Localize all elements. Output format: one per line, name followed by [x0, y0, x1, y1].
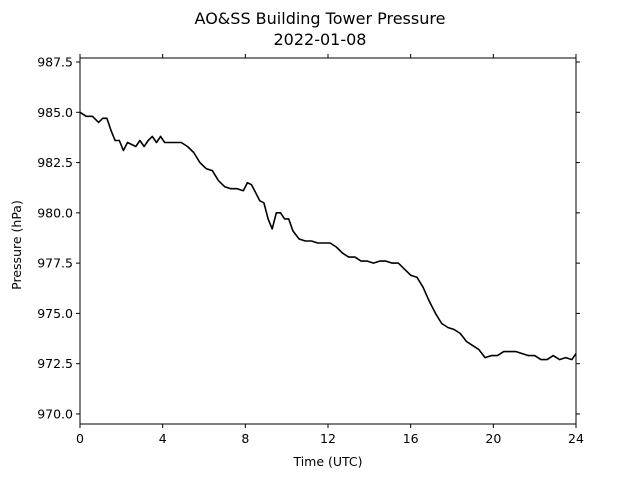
plot-area: 0 4 8 12 16 20 24 970.0 972.5 975.0 977.5 980.0 982.… — [37, 54, 584, 446]
y-tick-label: 982.5 — [37, 155, 73, 170]
y-tick-label: 977.5 — [37, 256, 73, 271]
x-axis-label: Time (UTC) — [292, 454, 362, 469]
chart-subtitle: 2022-01-08 — [274, 30, 367, 49]
pressure-series-line — [79, 111, 577, 361]
x-tick-label: 4 — [159, 431, 167, 446]
y-tick-label: 985.0 — [37, 105, 73, 120]
chart-title: AO&SS Building Tower Pressure — [195, 9, 446, 28]
x-tick-label: 12 — [320, 431, 336, 446]
y-tick-label: 980.0 — [37, 205, 73, 220]
y-tick-label: 975.0 — [37, 306, 73, 321]
x-tick-label: 0 — [76, 431, 84, 446]
y-tick-label: 987.5 — [37, 55, 73, 70]
x-tick-label: 16 — [403, 431, 419, 446]
x-tick-label: 8 — [241, 431, 249, 446]
y-tick-label: 970.0 — [37, 406, 73, 421]
plot-frame — [79, 57, 577, 425]
y-tick-label: 972.5 — [37, 356, 73, 371]
y-axis-label: Pressure (hPa) — [9, 200, 24, 290]
x-tick-label: 24 — [568, 431, 584, 446]
x-tick-label: 20 — [485, 431, 501, 446]
